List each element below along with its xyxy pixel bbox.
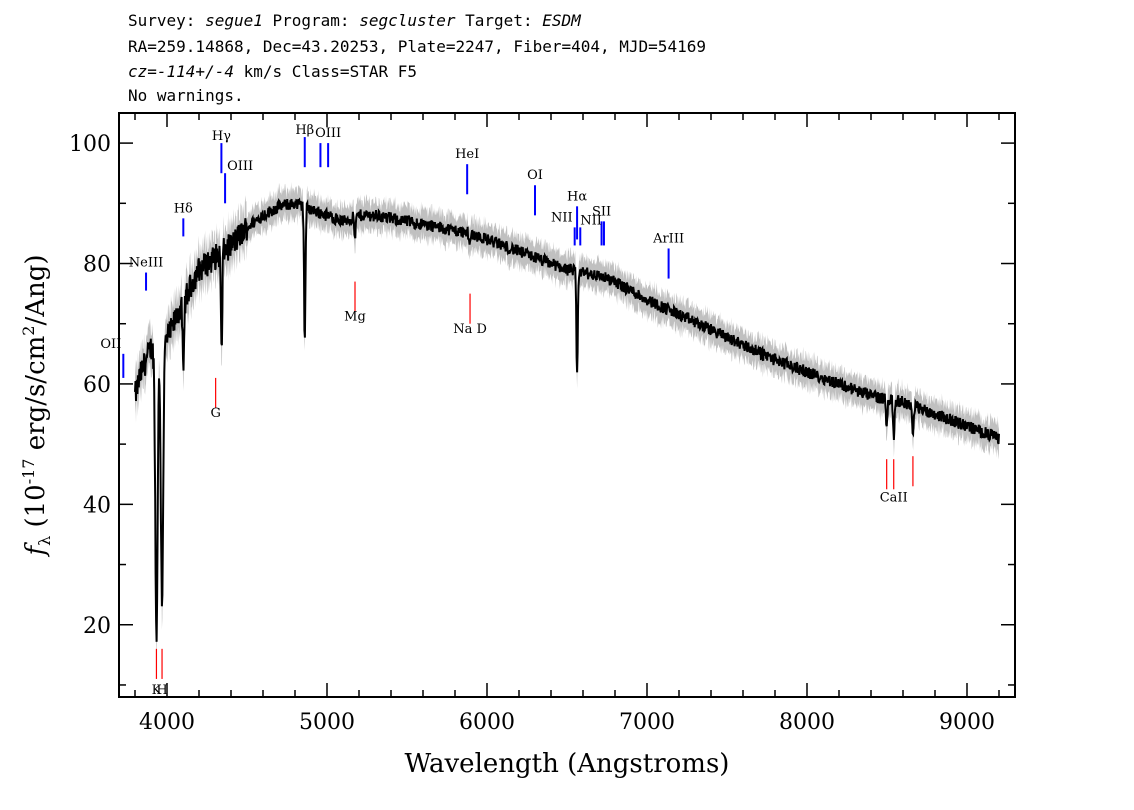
axes-layer: 4000 5000 6000 7000 8000 9000 20 40 60 80 100 Wavel… [19,112,1016,779]
line-label-h: H [156,683,167,698]
line-label-nii: NII [580,213,602,228]
target-value: ESDM [542,11,581,30]
survey-label: Survey: [128,11,206,30]
header-line-2: RA=259.14868, Dec=43.20253, Plate=2247, … [128,37,706,56]
line-label-hei: HeI [455,147,479,162]
x-tick-label: 7000 [619,710,675,735]
flux-line [134,197,1000,642]
header-line-4: No warnings. [128,86,244,105]
line-label-mg: Mg [344,310,366,325]
line-label-nii: NII [551,210,573,225]
x-tick-label: 5000 [299,710,355,735]
x-tick-label: 9000 [939,710,995,735]
x-axis-title: Wavelength (Angstroms) [405,749,730,779]
program-label: Program: [262,11,360,30]
line-label-h-: Hβ [295,123,314,138]
line-label-oiii: OIII [227,159,253,174]
redshift-value: cz=-114+/-4 [128,62,234,81]
line-label-caii: CaII [880,490,908,505]
line-label-ariii: ArIII [652,231,684,246]
line-label-oi: OI [527,168,543,183]
line-label-h-: Hδ [174,201,193,216]
header-line-3: cz=-114+/-4 km/s Class=STAR F5 [128,62,417,82]
plot-frame [118,112,1016,698]
line-label-oii: OII [100,337,121,352]
y-tick-label: 20 [83,614,111,639]
y-axis-title: fλ (10-17 erg/s/cm2/Ang) [19,254,54,557]
error-band-layer [135,182,999,662]
target-label: Target: [455,11,543,30]
x-tick-label: 6000 [459,710,515,735]
line-label-sii: SII [592,204,611,219]
line-label-h-: Hγ [212,129,231,144]
flux-layer [134,197,1000,642]
line-label-g: G [210,406,220,421]
class-text: km/s Class=STAR F5 [233,62,417,81]
y-tick-label: 80 [83,253,111,278]
x-tick-label: 8000 [779,710,835,735]
y-tick-label: 60 [83,373,111,398]
y-tick-label: 40 [83,493,111,518]
program-value: segcluster [359,11,456,30]
line-label-neiii: NeIII [129,256,163,271]
x-tick-label: 4000 [139,710,195,735]
survey-value: segue1 [205,11,263,30]
y-tick-label: 100 [69,132,111,157]
flux-error-band [135,182,999,662]
line-label-k: K [152,683,162,698]
line-label-h-: Hα [567,189,587,204]
header-line-1: Survey: segue1 Program: segcluster Targe… [128,11,581,31]
line-label-oiii: OIII [315,126,341,141]
line-label-na-d: Na D [453,322,487,337]
